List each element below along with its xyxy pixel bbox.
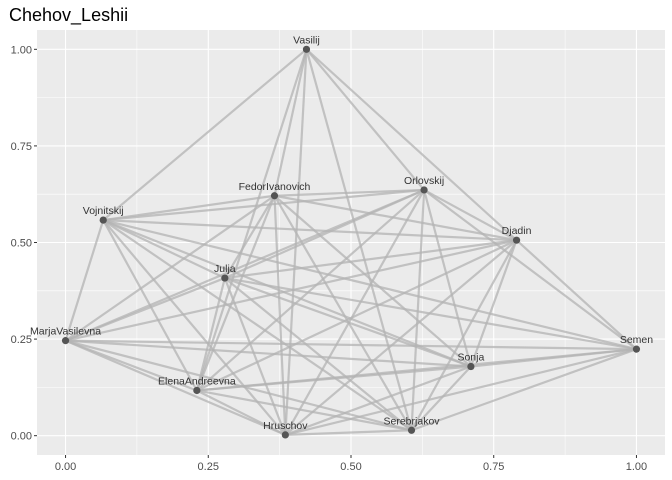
- node-point: [407, 426, 416, 434]
- node-point: [302, 45, 311, 53]
- node-label: Vojnitskij: [83, 205, 124, 217]
- node-point: [467, 362, 475, 371]
- node-point: [512, 236, 521, 244]
- edge: [423, 188, 518, 242]
- edge: [305, 48, 518, 241]
- edge: [65, 339, 637, 351]
- edge: [284, 365, 472, 436]
- node-point: [270, 192, 279, 200]
- node-point: [632, 345, 641, 353]
- node-point: [221, 274, 229, 282]
- edge: [224, 276, 637, 351]
- node-label: Sonja: [457, 352, 484, 364]
- x-tick-label: 1.00: [626, 461, 647, 473]
- edge: [410, 189, 426, 431]
- edge: [273, 195, 413, 431]
- edge: [410, 365, 472, 432]
- y-tick-label: 0.75: [11, 141, 32, 153]
- edge: [224, 239, 517, 280]
- x-tick-label: 0.75: [483, 461, 504, 473]
- edge: [305, 49, 413, 431]
- axes: 0.00 0.25 0.50 0.75 1.00 0.00 0.25 0.50 0.75 1.00: [11, 44, 648, 473]
- node-label: Serebrjakov: [384, 415, 441, 427]
- nodes: [61, 45, 641, 439]
- edge: [196, 189, 425, 392]
- edge: [223, 195, 276, 279]
- node-point: [61, 337, 70, 345]
- edge: [65, 188, 425, 342]
- edge: [196, 239, 518, 392]
- node-point: [281, 431, 289, 439]
- edge: [195, 48, 308, 391]
- edge: [102, 219, 198, 392]
- edge: [65, 277, 226, 342]
- edge: [103, 188, 425, 222]
- edge: [285, 429, 412, 437]
- node-label: Julja: [214, 263, 236, 275]
- x-tick-label: 0.00: [55, 461, 76, 473]
- edge: [410, 239, 518, 431]
- edge: [196, 365, 471, 392]
- chart-title: Chehov_Leshii: [9, 5, 128, 26]
- edge: [411, 348, 637, 432]
- edge: [102, 48, 308, 221]
- edge: [102, 219, 226, 280]
- edge: [274, 188, 425, 197]
- edge: [515, 239, 638, 350]
- edges: [64, 48, 638, 437]
- x-tick-label: 0.25: [198, 461, 219, 473]
- node-label: Orlovskij: [404, 175, 444, 187]
- node-point: [193, 386, 201, 395]
- node-labels: Vasilij FedorIvanovich Orlovskij Vojnitskij…: [30, 34, 653, 432]
- edge: [284, 239, 518, 436]
- node-label: Djadin: [502, 225, 532, 237]
- y-tick-label: 0.50: [11, 238, 32, 250]
- node-label: Hruschov: [263, 420, 308, 432]
- edge: [224, 277, 472, 368]
- edge: [274, 194, 517, 242]
- edge: [285, 348, 637, 436]
- edge: [65, 339, 286, 436]
- edge: [64, 219, 105, 341]
- edge: [195, 277, 226, 391]
- x-tick-label: 0.50: [340, 461, 361, 473]
- edge: [103, 194, 275, 222]
- edge: [102, 219, 287, 436]
- edge: [223, 277, 287, 436]
- node-point: [420, 186, 428, 194]
- edge: [196, 389, 412, 432]
- edge: [65, 339, 471, 368]
- edge: [102, 219, 637, 351]
- edge: [305, 48, 425, 191]
- node-label: Semen: [620, 334, 653, 346]
- edge: [103, 218, 517, 242]
- edge: [102, 219, 472, 368]
- y-tick-label: 1.00: [11, 44, 32, 56]
- node-label: ElenaAndreevna: [158, 375, 236, 387]
- node-label: FedorIvanovich: [239, 181, 311, 193]
- edge: [284, 189, 426, 436]
- edge: [224, 277, 413, 432]
- edge: [423, 189, 638, 351]
- edge: [284, 49, 308, 435]
- edge: [102, 219, 413, 432]
- y-tick-label: 0.25: [11, 334, 32, 346]
- edge: [469, 239, 518, 367]
- node-point: [99, 216, 107, 224]
- edge: [273, 49, 308, 196]
- node-label: Vasilij: [293, 34, 320, 46]
- edge: [196, 389, 286, 436]
- node-label: MarjaVasilevna: [30, 326, 101, 338]
- y-tick-label: 0.00: [11, 431, 32, 443]
- edge: [64, 194, 276, 342]
- edge: [273, 195, 287, 435]
